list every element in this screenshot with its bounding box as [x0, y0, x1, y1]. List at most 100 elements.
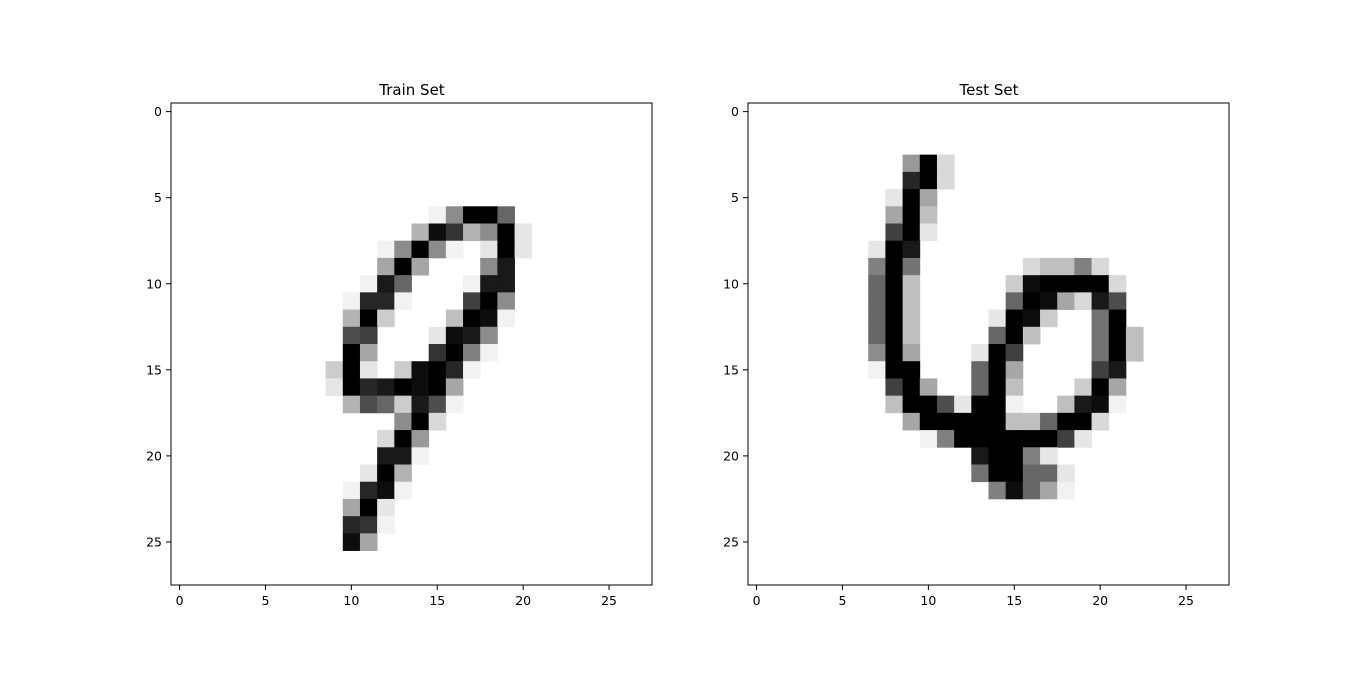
pixel-cell [394, 412, 412, 431]
pixel-cell [1108, 378, 1127, 397]
pixel-cell [1005, 464, 1024, 483]
pixel-cell [514, 240, 533, 259]
pixel-cell [342, 309, 361, 328]
pixel-cell [988, 481, 1007, 500]
pixel-cell [1091, 309, 1110, 328]
pixel-cell [1074, 430, 1092, 448]
x-tick-label: 5 [262, 593, 270, 608]
pixel-cell [377, 257, 395, 276]
pixel-cell [394, 447, 412, 465]
pixel-cell [902, 189, 921, 207]
pixel-cell [1091, 395, 1110, 414]
pixel-cell [1074, 292, 1092, 310]
pixel-cell [919, 171, 938, 190]
pixel-cell [394, 464, 412, 483]
pixel-cell [411, 412, 430, 431]
pixel-cell [919, 430, 938, 448]
pixel-cell [359, 361, 378, 379]
pixel-cell [497, 309, 515, 328]
pixel-cell [902, 412, 921, 431]
pixel-cell [359, 292, 378, 310]
pixel-cell [411, 223, 430, 242]
pixel-cell [1040, 430, 1058, 448]
y-tick-label: 10 [146, 276, 162, 291]
pixel-cell [1040, 464, 1058, 483]
pixel-cell [445, 326, 464, 345]
pixel-cell [359, 378, 378, 397]
y-tick-label: 25 [146, 534, 162, 549]
pixel-cell [1125, 326, 1144, 345]
pixel-cell [936, 430, 955, 448]
x-tick-label: 20 [1092, 593, 1108, 608]
pixel-cell [1057, 257, 1075, 276]
y-tick-label: 15 [146, 362, 162, 377]
pixel-cell [1108, 361, 1127, 379]
pixel-cell [445, 344, 464, 362]
x-tick-label: 25 [601, 593, 617, 608]
x-axis: 0 5 10 15 20 25 [176, 585, 617, 608]
pixel-cell [868, 257, 886, 276]
pixel-cell [463, 309, 481, 328]
pixel-cell [885, 326, 904, 345]
pixel-cell [988, 326, 1007, 345]
y-tick-label: 10 [723, 276, 739, 291]
pixel-cell [497, 206, 515, 224]
pixel-cell [445, 206, 464, 224]
pixel-cell [377, 498, 395, 517]
pixel-cell [1022, 326, 1041, 345]
pixel-cell [902, 309, 921, 328]
pixel-cell [514, 223, 533, 242]
pixel-cell [1005, 395, 1024, 414]
pixel-cell [480, 257, 498, 276]
pixel-cell [342, 498, 361, 517]
pixel-cell [1005, 430, 1024, 448]
pixel-cell [359, 481, 378, 500]
pixel-cell [971, 378, 989, 397]
y-tick-label: 5 [154, 190, 162, 205]
pixel-cell [1108, 344, 1127, 362]
pixel-cell [394, 275, 412, 293]
pixel-cell [428, 344, 447, 362]
y-axis: 0 5 10 15 20 25 [146, 104, 171, 549]
pixel-cell [1022, 275, 1041, 293]
plot-frame [747, 102, 1230, 586]
pixel-cell [868, 240, 886, 259]
pixel-cell [1040, 447, 1058, 465]
pixel-cell [971, 447, 989, 465]
x-tick-label: 10 [920, 593, 936, 608]
pixel-cell [1022, 447, 1041, 465]
pixel-cell [1057, 395, 1075, 414]
pixel-cell [919, 154, 938, 173]
pixel-cell [1091, 257, 1110, 276]
pixel-cell [868, 309, 886, 328]
pixel-cell [377, 430, 395, 448]
pixel-cell [1057, 430, 1075, 448]
pixel-cell [954, 395, 972, 414]
pixel-cell [342, 326, 361, 345]
pixel-cell [394, 378, 412, 397]
pixel-cell [377, 378, 395, 397]
pixel-cell [359, 344, 378, 362]
pixel-cell [988, 412, 1007, 431]
y-tick-label: 15 [723, 362, 739, 377]
pixel-cell [359, 395, 378, 414]
pixel-cell [342, 292, 361, 310]
pixel-cell [902, 171, 921, 190]
pixel-cell [445, 240, 464, 259]
pixel-cell [359, 326, 378, 345]
y-tick-label: 20 [146, 448, 162, 463]
pixel-cell [1057, 481, 1075, 500]
pixel-cell [1005, 378, 1024, 397]
pixel-cell [885, 257, 904, 276]
pixel-cell [463, 326, 481, 345]
pixel-cell [377, 309, 395, 328]
subplot-train-set: Train Set 0 5 10 15 20 25 0 5 10 15 20 25 [146, 81, 653, 608]
pixel-cell [480, 309, 498, 328]
pixel-cell [954, 412, 972, 431]
pixel-cell [463, 292, 481, 310]
pixel-cell [1040, 412, 1058, 431]
pixel-cell [868, 292, 886, 310]
pixel-cell [1022, 309, 1041, 328]
chart-title: Test Set [959, 81, 1019, 99]
pixel-cell [885, 378, 904, 397]
